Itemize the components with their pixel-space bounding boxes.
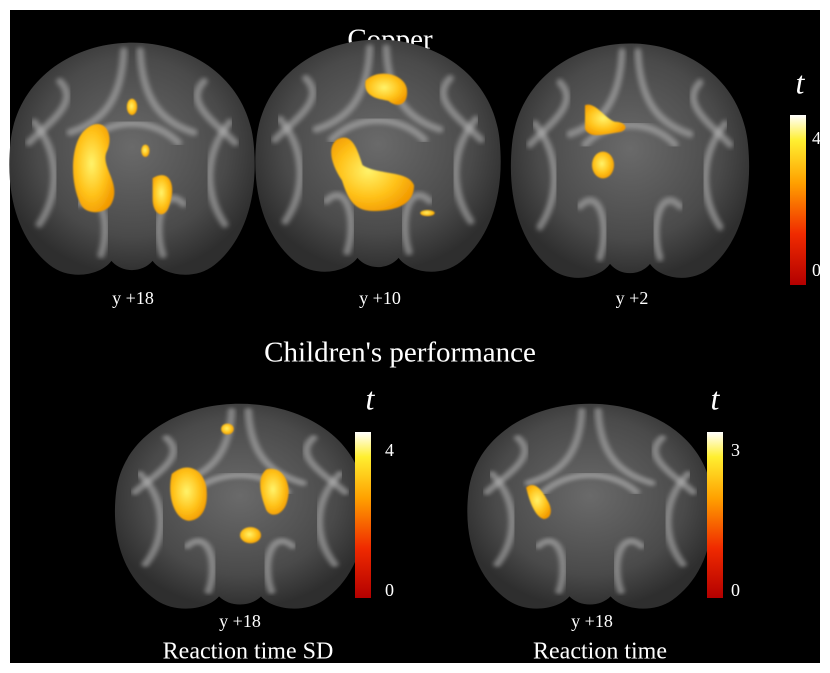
- panel-caption: Reaction time: [533, 639, 667, 665]
- page: {"title": "Copper", "top_panels": [{"lab…: [0, 0, 830, 673]
- colorbar-max: 3: [731, 440, 740, 460]
- colorbar-max: 4: [385, 440, 394, 460]
- brain-slice: [467, 404, 712, 609]
- panel-caption: Reaction time SD: [163, 639, 334, 665]
- section-title: Children's performance: [264, 337, 536, 369]
- colorbar-symbol: t: [711, 380, 721, 416]
- colorbar: [355, 432, 371, 598]
- brain-slice: [255, 40, 500, 272]
- colorbar: [707, 432, 723, 598]
- colorbar-min: 0: [385, 580, 394, 600]
- slice-label: y +18: [571, 611, 613, 631]
- colorbar-min: 0: [812, 260, 821, 280]
- slice-label: y +18: [219, 611, 261, 631]
- figure: Copper y +18 y +10 y +2 t 4 0 Children's…: [0, 0, 830, 673]
- slice-label: y +10: [359, 288, 401, 308]
- brain-slice: [115, 404, 365, 609]
- slice-label: y +18: [112, 288, 154, 308]
- brain-slice: [9, 43, 254, 275]
- colorbar-symbol: t: [366, 380, 376, 416]
- colorbar: [790, 115, 806, 285]
- colorbar-symbol: t: [796, 64, 806, 100]
- slice-label: y +2: [616, 288, 649, 308]
- colorbar-max: 4: [812, 128, 821, 148]
- colorbar-min: 0: [731, 580, 740, 600]
- brain-slice: [511, 43, 749, 277]
